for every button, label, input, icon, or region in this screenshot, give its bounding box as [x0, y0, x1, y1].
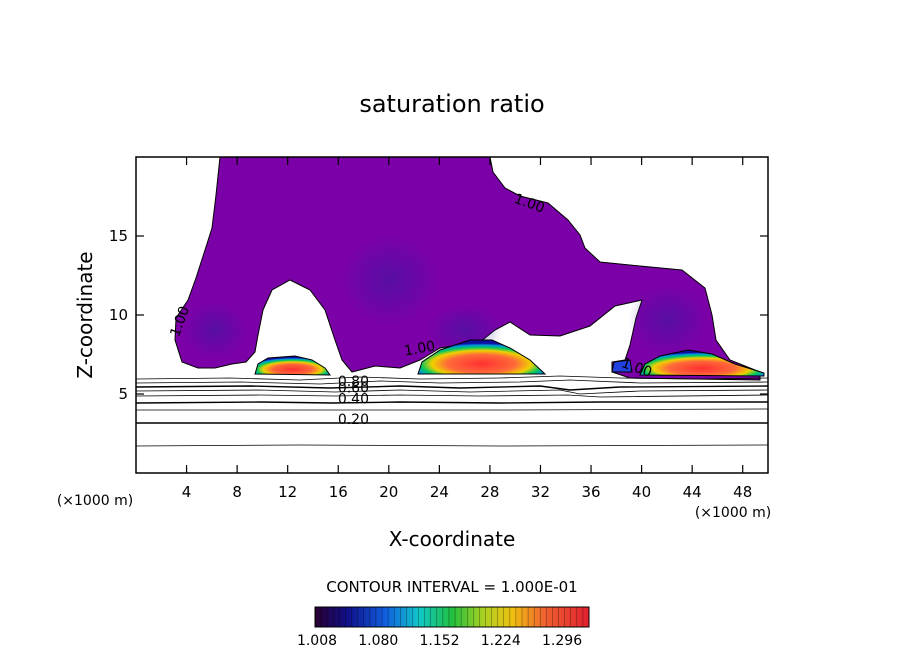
cell-39km — [611, 359, 633, 373]
x-axis-title: X-coordinate — [389, 527, 516, 551]
x-tick-label-9: 40 — [632, 483, 651, 501]
contour-label-2: 1.00 — [403, 338, 436, 359]
contour-lines — [136, 375, 768, 447]
contour-label-4: 0.80 — [338, 374, 369, 390]
y-axis: 5 10 15 — [109, 227, 768, 403]
haze-core — [340, 235, 440, 325]
cell-44km — [639, 349, 765, 377]
x-tick-label-3: 16 — [329, 483, 348, 501]
colorbar-label-2: 1.152 — [419, 633, 459, 649]
x-tick-label-0: 4 — [182, 483, 192, 501]
x-unit-left: (×1000 m) — [57, 493, 133, 509]
cell-12km — [254, 355, 331, 376]
contour-label-5: 0.60 — [338, 380, 369, 396]
colorbar-label-0: 1.008 — [297, 633, 337, 649]
colorbar-label-1: 1.080 — [358, 633, 398, 649]
x-tick-label-2: 12 — [278, 483, 297, 501]
haze-left — [183, 302, 247, 358]
colorbar-segments — [320, 607, 584, 627]
contour-interval-caption: CONTOUR INTERVAL = 1.000E-01 — [326, 578, 577, 596]
x-tick-label-4: 20 — [379, 483, 398, 501]
colorbar-labels: 1.008 1.080 1.152 1.224 1.296 — [297, 633, 582, 649]
plot-area — [136, 157, 768, 447]
contour-label-6: 0.40 — [338, 391, 369, 407]
colorbar-label-4: 1.296 — [542, 633, 582, 649]
x-tick-label-10: 44 — [683, 483, 702, 501]
x-tick-label-8: 36 — [581, 483, 600, 501]
y-tick-label-0: 5 — [118, 385, 128, 403]
y-tick-label-1: 10 — [109, 306, 128, 324]
haze-right — [628, 285, 708, 355]
contour-label-7: 0.20 — [338, 412, 369, 428]
cell-27km — [417, 339, 547, 375]
x-tick-label-6: 28 — [480, 483, 499, 501]
y-tick-label-2: 15 — [109, 227, 128, 245]
chart-title: saturation ratio — [359, 90, 544, 118]
x-tick-label-1: 8 — [232, 483, 242, 501]
x-axis: 4 8 12 16 20 24 28 32 36 40 44 48 — [182, 157, 752, 501]
colorbar — [314, 606, 590, 628]
x-unit-right: (×1000 m) — [695, 505, 771, 521]
x-tick-label-5: 24 — [430, 483, 449, 501]
y-axis-title: Z-coordinate — [73, 251, 97, 378]
x-tick-label-7: 32 — [531, 483, 550, 501]
x-tick-label-11: 48 — [733, 483, 752, 501]
colorbar-label-3: 1.224 — [481, 633, 521, 649]
